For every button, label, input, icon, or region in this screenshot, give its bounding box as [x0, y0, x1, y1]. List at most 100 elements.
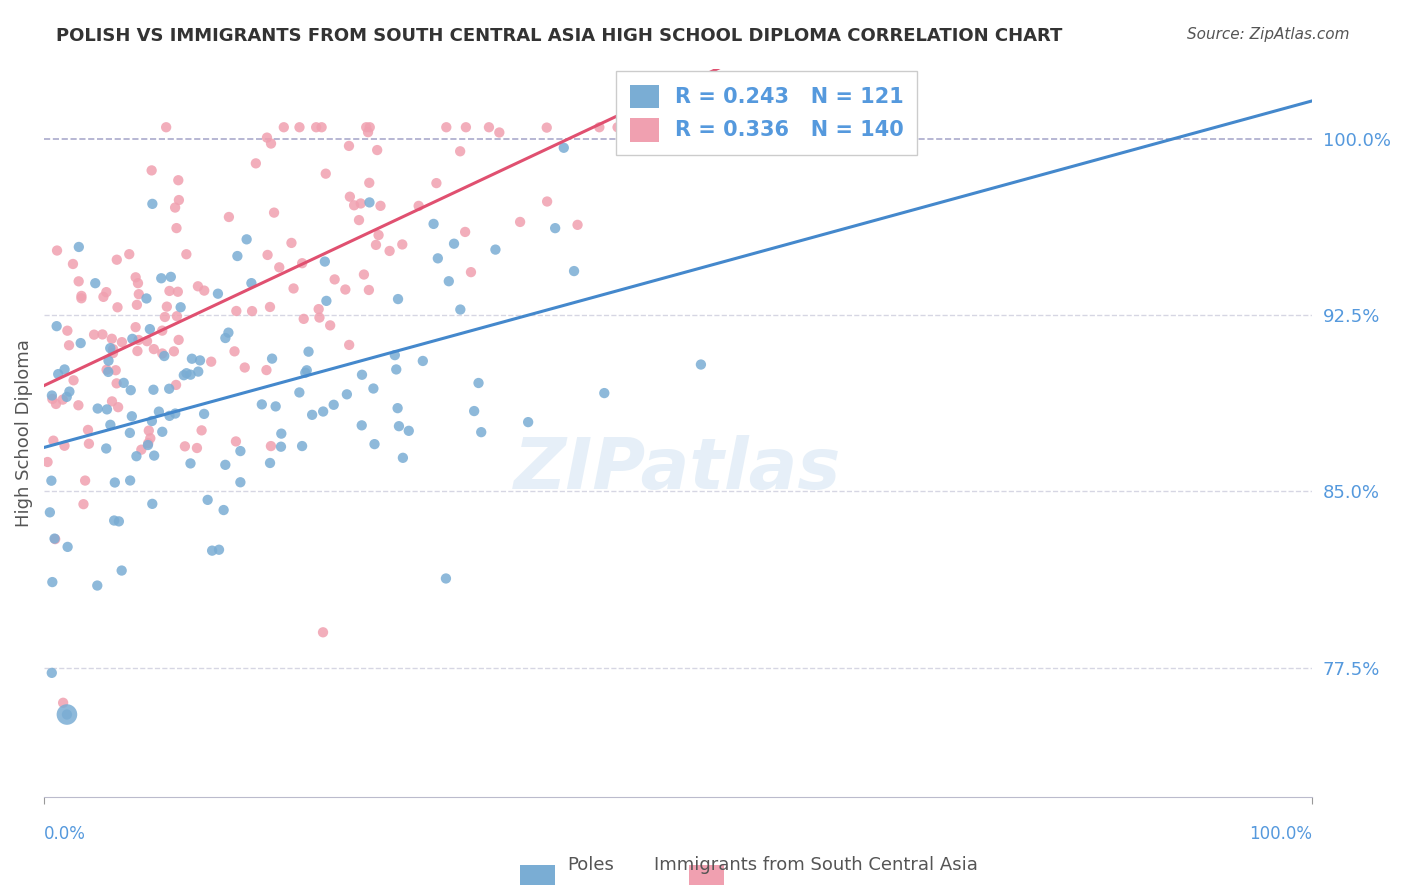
Point	[77, 436, 100, 450]
Point	[44, 532, 66, 546]
Point	[353, 268, 375, 282]
Point	[225, 434, 247, 449]
Point	[41, 575, 63, 590]
Point	[240, 304, 263, 318]
Point	[138, 424, 160, 438]
Point	[443, 236, 465, 251]
Point	[398, 424, 420, 438]
Point	[350, 418, 373, 433]
Point	[58, 384, 80, 399]
Point	[322, 398, 344, 412]
Point	[75, 474, 97, 488]
Point	[58, 338, 80, 352]
Point	[180, 368, 202, 382]
Point	[167, 333, 190, 347]
Point	[173, 368, 195, 383]
Point	[136, 334, 159, 348]
Point	[112, 376, 135, 390]
Point	[350, 196, 373, 211]
Point	[388, 419, 411, 434]
Point	[339, 190, 361, 204]
Point	[517, 415, 540, 429]
Point	[311, 120, 333, 135]
Point	[256, 130, 278, 145]
Point	[312, 625, 335, 640]
Point	[197, 492, 219, 507]
Point	[454, 225, 477, 239]
Point	[593, 386, 616, 401]
Point	[884, 140, 907, 154]
Point	[259, 300, 281, 314]
Point	[337, 338, 360, 352]
Point	[308, 302, 330, 317]
Point	[46, 244, 69, 258]
Point	[412, 354, 434, 368]
Point	[105, 252, 128, 267]
Point	[484, 243, 506, 257]
Point	[118, 425, 141, 440]
Point	[291, 256, 314, 270]
Point	[449, 302, 471, 317]
Point	[270, 440, 292, 454]
Point	[41, 388, 63, 402]
Point	[256, 248, 278, 262]
Point	[218, 210, 240, 224]
Point	[288, 385, 311, 400]
Point	[270, 426, 292, 441]
Point	[56, 707, 79, 722]
Point	[188, 353, 211, 368]
Point	[315, 293, 337, 308]
Point	[125, 298, 148, 312]
Point	[96, 402, 118, 417]
Point	[93, 290, 115, 304]
Legend: R = 0.243   N = 121, R = 0.336   N = 140: R = 0.243 N = 121, R = 0.336 N = 140	[616, 71, 917, 155]
Point	[384, 348, 406, 362]
Point	[143, 449, 166, 463]
Y-axis label: High School Diploma: High School Diploma	[15, 339, 32, 526]
Point	[169, 300, 191, 314]
Point	[370, 199, 392, 213]
Point	[297, 344, 319, 359]
Point	[141, 163, 163, 178]
Point	[104, 363, 127, 377]
Point	[156, 300, 179, 314]
Point	[121, 409, 143, 424]
Point	[357, 125, 380, 139]
Text: POLISH VS IMMIGRANTS FROM SOUTH CENTRAL ASIA HIGH SCHOOL DIPLOMA CORRELATION CHA: POLISH VS IMMIGRANTS FROM SOUTH CENTRAL …	[56, 27, 1063, 45]
Point	[212, 503, 235, 517]
Point	[165, 407, 187, 421]
Point	[96, 362, 118, 376]
Point	[103, 514, 125, 528]
Point	[291, 439, 314, 453]
Point	[157, 382, 180, 396]
Point	[107, 400, 129, 414]
Point	[150, 271, 173, 285]
Point	[44, 532, 66, 546]
Point	[312, 404, 335, 418]
Point	[56, 707, 79, 722]
Text: Immigrants from South Central Asia: Immigrants from South Central Asia	[654, 856, 977, 874]
Point	[176, 247, 198, 261]
Point	[437, 274, 460, 288]
Point	[363, 437, 385, 451]
Point	[165, 378, 187, 392]
Point	[392, 450, 415, 465]
Point	[553, 141, 575, 155]
Point	[45, 319, 67, 334]
Point	[107, 301, 129, 315]
Point	[120, 383, 142, 397]
Point	[305, 120, 328, 135]
Point	[86, 401, 108, 416]
Point	[262, 351, 284, 366]
Point	[292, 311, 315, 326]
Point	[359, 195, 381, 210]
Point	[142, 383, 165, 397]
Point	[690, 358, 713, 372]
Text: Poles: Poles	[567, 856, 614, 874]
Point	[359, 176, 381, 190]
Point	[118, 247, 141, 261]
Point	[96, 442, 118, 456]
Point	[101, 394, 124, 409]
Point	[467, 376, 489, 390]
Point	[357, 283, 380, 297]
